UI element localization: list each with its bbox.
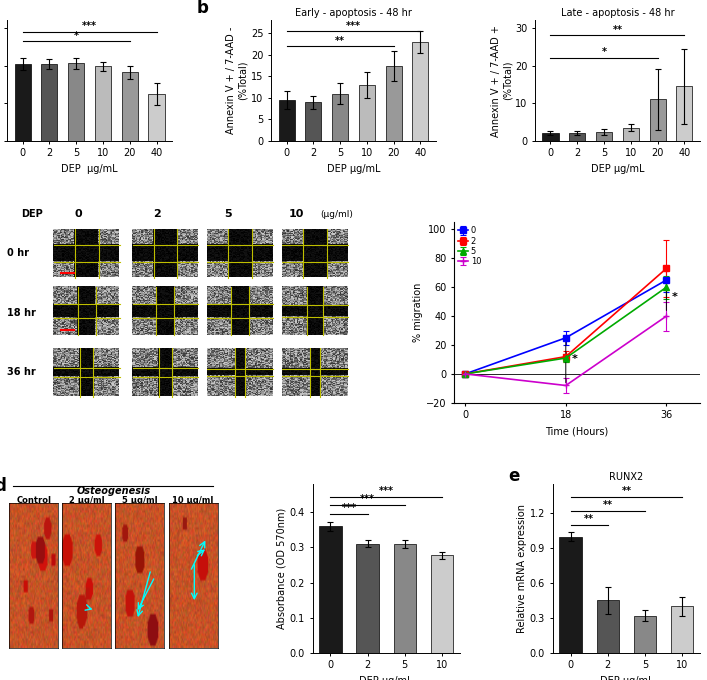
Text: ***: *** <box>379 486 394 496</box>
Bar <box>597 600 619 653</box>
Bar <box>305 102 322 141</box>
Text: 10: 10 <box>288 209 303 218</box>
X-axis label: DEP μg/mL: DEP μg/mL <box>359 676 413 680</box>
Bar <box>671 607 694 653</box>
Text: 2: 2 <box>153 209 160 218</box>
Y-axis label: % migration: % migration <box>413 283 423 342</box>
Title: Late - apoptosis - 48 hr: Late - apoptosis - 48 hr <box>561 8 674 18</box>
Text: 5: 5 <box>224 209 232 218</box>
Bar <box>412 42 428 141</box>
Bar <box>677 86 692 141</box>
Bar <box>122 72 138 141</box>
Bar <box>569 133 585 141</box>
Text: 36 hr: 36 hr <box>7 367 36 377</box>
Bar <box>320 526 341 653</box>
Text: b: b <box>197 0 209 17</box>
Bar <box>359 85 375 141</box>
Title: Early - apoptosis - 48 hr: Early - apoptosis - 48 hr <box>295 8 412 18</box>
Text: ***: *** <box>341 503 356 513</box>
Bar <box>596 132 612 141</box>
Text: ***: *** <box>360 494 375 505</box>
Text: *: * <box>672 292 678 302</box>
Text: ***: *** <box>82 21 97 31</box>
X-axis label: DEP ug/mL: DEP ug/mL <box>600 676 653 680</box>
Text: Osteogenesis: Osteogenesis <box>76 486 151 496</box>
Bar <box>385 65 402 141</box>
X-axis label: DEP μg/mL: DEP μg/mL <box>327 164 380 174</box>
X-axis label: DEP μg/mL: DEP μg/mL <box>590 164 644 174</box>
Text: 2 μg/ml: 2 μg/ml <box>69 496 105 505</box>
Bar <box>356 544 379 653</box>
Bar <box>15 64 30 141</box>
Bar <box>279 100 295 141</box>
Text: **: ** <box>335 35 345 46</box>
Text: **: ** <box>621 486 631 496</box>
Text: *: * <box>74 31 78 41</box>
Bar <box>95 67 111 141</box>
Text: *: * <box>602 48 607 57</box>
Bar <box>394 544 416 653</box>
Text: e: e <box>508 467 520 486</box>
Text: (μg/ml): (μg/ml) <box>320 209 353 218</box>
Text: ***: *** <box>346 20 361 31</box>
Text: **: ** <box>603 500 613 510</box>
Bar <box>559 537 582 653</box>
Y-axis label: Absorbance (OD 570nm): Absorbance (OD 570nm) <box>277 508 287 629</box>
Text: 18 hr: 18 hr <box>7 307 36 318</box>
Text: Control: Control <box>16 496 51 505</box>
Y-axis label: Annexin V + / 7-AAD +
(%Total): Annexin V + / 7-AAD + (%Total) <box>491 24 512 137</box>
Text: **: ** <box>584 514 594 524</box>
Text: 0 hr: 0 hr <box>7 248 29 258</box>
Text: 0: 0 <box>74 209 82 218</box>
Text: DEP: DEP <box>21 209 43 218</box>
Text: 10 μg/ml: 10 μg/ml <box>173 496 214 505</box>
Bar <box>650 99 666 141</box>
Text: **: ** <box>612 25 622 35</box>
Bar <box>542 133 559 141</box>
Bar <box>431 555 453 653</box>
Bar <box>633 615 656 653</box>
Bar <box>623 128 639 141</box>
Y-axis label: Relative mRNA expression: Relative mRNA expression <box>517 504 527 633</box>
Bar <box>68 63 84 141</box>
Text: *: * <box>571 354 577 364</box>
X-axis label: Time (Hours): Time (Hours) <box>545 426 609 436</box>
Bar <box>41 64 57 141</box>
Text: d: d <box>0 477 6 496</box>
Title: RUNX2: RUNX2 <box>609 472 643 482</box>
Text: 5 μg/ml: 5 μg/ml <box>122 496 158 505</box>
Y-axis label: Annexin V + / 7-AAD -
(%Total): Annexin V + / 7-AAD - (%Total) <box>226 27 248 134</box>
Bar <box>148 94 165 141</box>
Legend: 0, 2, 5, 10: 0, 2, 5, 10 <box>458 226 481 266</box>
Bar <box>332 94 348 141</box>
X-axis label: DEP  μg/mL: DEP μg/mL <box>62 164 118 174</box>
